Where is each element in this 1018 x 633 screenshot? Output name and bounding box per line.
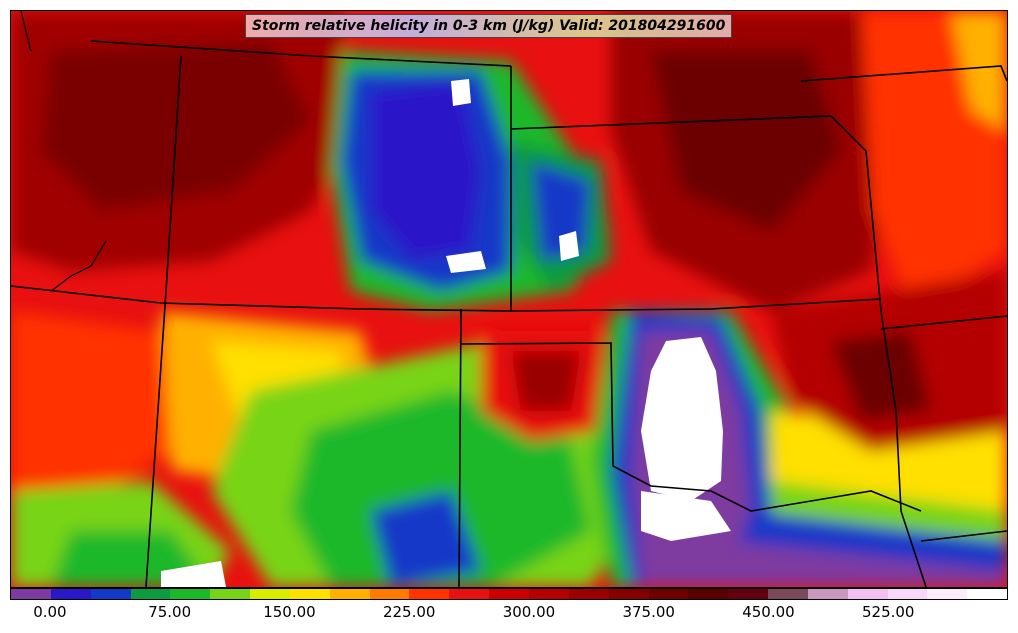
colorbar-swatch: [329, 589, 370, 599]
colorbar-swatch: [608, 589, 649, 599]
map-title-box: Storm relative helicity in 0-3 km (J/kg)…: [245, 14, 733, 38]
high-value-cores: [161, 79, 731, 587]
colorbar-swatch: [130, 589, 171, 599]
map-title: Storm relative helicity in 0-3 km (J/kg)…: [252, 18, 726, 34]
colorbar-swatch: [688, 589, 729, 599]
colorbar-swatch: [210, 589, 251, 599]
colorbar-swatch: [967, 589, 1008, 599]
coastlines-lakes: [20, 11, 107, 292]
colorbar-tick-label: 525.00: [861, 603, 915, 621]
state-boundaries: [11, 40, 1007, 587]
helicity-map: [11, 11, 1007, 587]
colorbar-swatch: [927, 589, 968, 599]
colorbar-tick-label: 75.00: [148, 603, 192, 621]
colorbar-swatch: [807, 589, 848, 599]
colorbar-swatch: [289, 589, 330, 599]
colorbar-tick-label: 0.00: [33, 603, 67, 621]
colorbar-ticks: 0.00 75.00 150.00 225.00 300.00 375.00 450.00 5…: [10, 601, 1008, 631]
colorbar-swatch: [528, 589, 569, 599]
colorbar-tick-label: 375.00: [622, 603, 675, 621]
colorbar-swatch: [847, 589, 888, 599]
colorbar-swatch: [568, 589, 609, 599]
colorbar-tick-label: 450.00: [742, 603, 795, 621]
colorbar-swatch: [489, 589, 529, 599]
colorbar-tick-label: 300.00: [502, 603, 556, 621]
colorbar-swatch: [369, 589, 410, 599]
colorbar-swatch: [728, 589, 769, 599]
colorbar-swatch: [50, 589, 91, 599]
colorbar-swatch: [768, 589, 808, 599]
colorbar-tick-label: 225.00: [382, 603, 436, 621]
colorbar-swatch: [250, 589, 290, 599]
colorbar-swatch: [11, 589, 51, 599]
colorbar-swatch: [887, 589, 928, 599]
colorbar-swatch: [409, 589, 450, 599]
colorbar-tick-label: 150.00: [263, 603, 316, 621]
colorbar-swatch: [648, 589, 689, 599]
colorbar-swatch: [449, 589, 490, 599]
map-panel: [10, 10, 1008, 588]
colorbar: [10, 588, 1008, 600]
colorbar-swatch: [90, 589, 131, 599]
colorbar-swatch: [170, 589, 211, 599]
